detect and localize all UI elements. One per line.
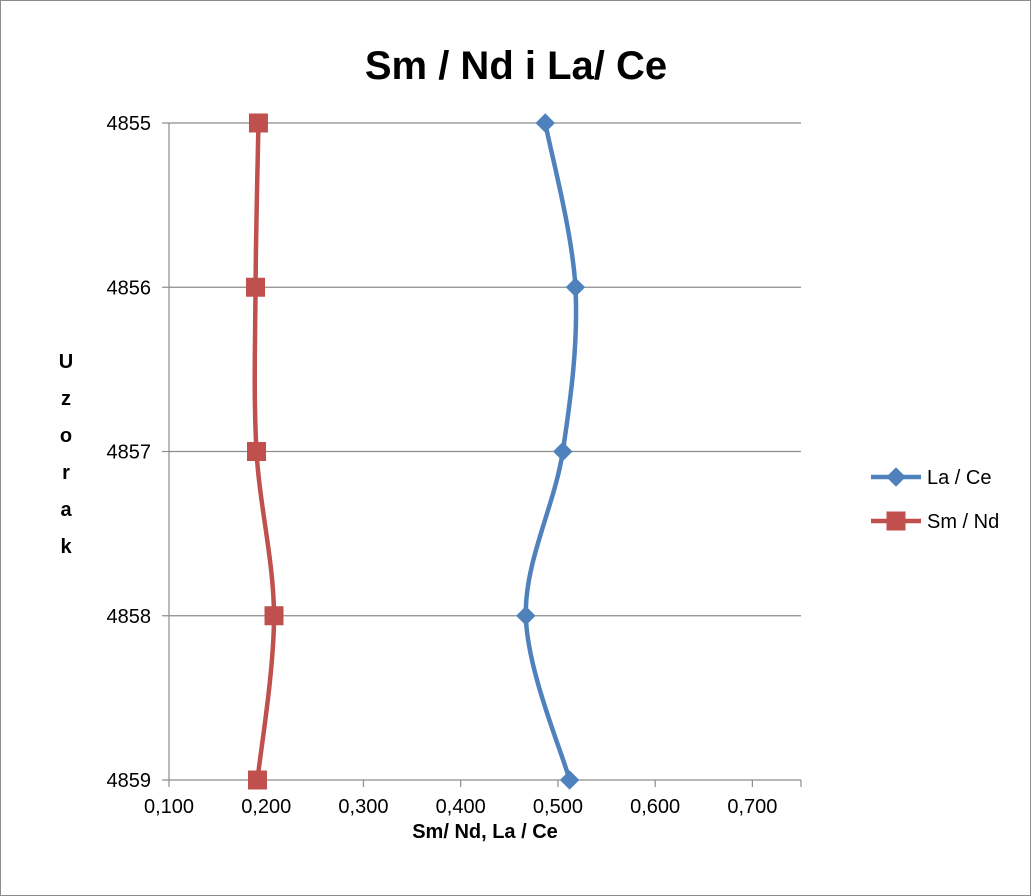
data-point-la-ce	[565, 277, 586, 297]
chart-title: Sm / Nd i La/ Ce	[365, 44, 667, 88]
legend-marker-la-ce	[886, 467, 906, 487]
y-tick-label: 4857	[107, 442, 152, 464]
data-point-sm-nd	[246, 277, 266, 297]
legend: La / Ce Sm / Nd	[871, 467, 999, 533]
data-point-sm-nd	[264, 606, 284, 626]
data-point-la-ce	[559, 770, 580, 790]
data-point-la-ce	[535, 113, 555, 133]
data-point-la-ce	[516, 606, 536, 626]
legend-label-sm-nd: Sm / Nd	[927, 511, 999, 533]
data-point-sm-nd	[247, 442, 267, 461]
x-tick-label: 0,600	[630, 796, 680, 818]
y-tick-label: 4856	[107, 277, 152, 299]
x-tick-label: 0,700	[727, 796, 777, 818]
data-point-la-ce	[553, 441, 573, 462]
y-axis-title-letter: U	[59, 351, 73, 373]
x-tick-label: 0,400	[436, 796, 486, 818]
x-tick-label: 0,200	[241, 796, 291, 818]
y-tick-label: 4859	[107, 770, 152, 792]
tick-labels: 4855 4856 4857 4858 4859 0,100 0,200 0,300 0,400…	[107, 113, 778, 818]
data-point-sm-nd	[248, 113, 268, 133]
y-axis-title-letter: z	[61, 388, 71, 410]
y-axis-title-letter: a	[60, 499, 72, 521]
markers-group	[246, 113, 586, 790]
y-axis-title-letter: r	[62, 462, 70, 484]
legend-label-la-ce: La / Ce	[927, 467, 991, 489]
x-tick-label: 0,100	[144, 796, 194, 818]
y-tick-label: 4855	[107, 113, 152, 135]
data-point-sm-nd	[247, 770, 267, 790]
x-tick-label: 0,500	[533, 796, 583, 818]
y-tick-label: 4858	[107, 606, 152, 628]
x-axis-title: Sm/ Nd, La / Ce	[412, 821, 558, 843]
y-axis-title-letter: k	[60, 536, 72, 558]
x-tick-label: 0,300	[338, 796, 388, 818]
legend-marker-sm-nd	[886, 511, 906, 531]
y-axis-title-letter: o	[60, 425, 72, 447]
